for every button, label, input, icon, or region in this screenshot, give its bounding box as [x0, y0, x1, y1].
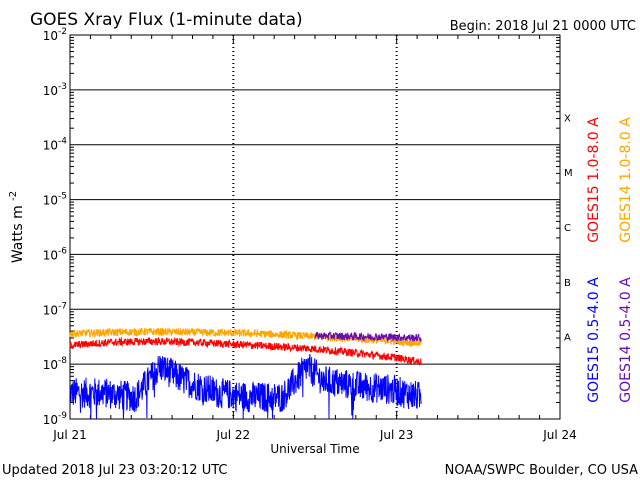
- flare-class-label: X: [564, 113, 571, 124]
- y-tick-label: 10-4: [43, 137, 68, 153]
- series-line: [69, 354, 422, 420]
- y-tick-label: 10-3: [43, 82, 67, 98]
- flare-class-label: B: [564, 278, 571, 289]
- y-tick-label: 10-2: [43, 27, 67, 43]
- footer-updated: Updated 2018 Jul 23 03:20:12 UTC: [2, 463, 227, 478]
- footer-credit: NOAA/SWPC Boulder, CO USA: [445, 463, 638, 478]
- legend-entry: GOES15 1.0-8.0 A: [586, 117, 602, 243]
- x-tick-label: Jul 22: [216, 428, 251, 442]
- y-tick-label: 10-5: [43, 192, 67, 208]
- flare-class-label: C: [564, 223, 571, 234]
- y-axis-label: Watts m -2: [8, 191, 26, 263]
- flare-class-label: A: [564, 333, 571, 344]
- series-line: [314, 331, 422, 343]
- legend-entry: GOES15 0.5-4.0 A: [586, 277, 602, 403]
- x-tick-label: Jul 24: [542, 428, 577, 442]
- begin-label: Begin: 2018 Jul 21 0000 UTC: [450, 19, 636, 34]
- y-tick-label: 10-7: [43, 301, 67, 317]
- y-tick-label: 10-9: [43, 411, 68, 427]
- series-line: [69, 336, 422, 366]
- y-tick-label: 10-8: [43, 356, 68, 372]
- x-tick-label: Jul 23: [379, 428, 414, 442]
- chart-title: GOES Xray Flux (1-minute data): [30, 10, 303, 30]
- x-axis-label: Universal Time: [270, 442, 359, 456]
- y-tick-label: 10-6: [43, 246, 68, 262]
- legend-entry: GOES14 0.5-4.0 A: [618, 277, 634, 403]
- flare-class-label: M: [564, 168, 573, 179]
- x-tick-label: Jul 21: [52, 428, 87, 442]
- legend-entry: GOES14 1.0-8.0 A: [618, 117, 634, 243]
